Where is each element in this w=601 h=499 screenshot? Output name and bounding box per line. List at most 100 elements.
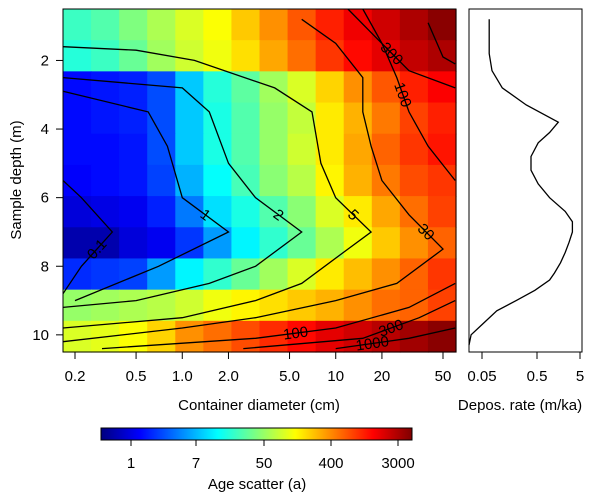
heatmap-cell [315, 71, 345, 104]
heatmap-cell [231, 133, 261, 166]
heatmap-cell [147, 320, 176, 353]
heatmap-cell [203, 258, 233, 291]
heatmap-cell [343, 40, 373, 72]
heatmap-cell [231, 102, 261, 135]
heatmap-cell [147, 258, 176, 291]
heatmap-cell [63, 164, 92, 197]
heatmap-cell [371, 227, 401, 260]
heatmap-cell [91, 164, 120, 197]
heatmap-cell [399, 289, 429, 322]
heatmap-cell [175, 40, 204, 72]
heatmap-cell [91, 71, 120, 104]
deposition-x-label: Depos. rate (m/ka) [458, 397, 582, 414]
heatmap-cell [259, 40, 289, 72]
heatmap-cell [175, 196, 204, 228]
heatmap-cell [147, 196, 176, 228]
deposition-x-tick-label: 0.05 [467, 368, 496, 385]
contour-line [243, 300, 456, 350]
colorbar-ticks: 1 7 50 400 3000 [127, 440, 415, 472]
heatmap-cell [315, 40, 345, 72]
heatmap-cell [203, 71, 233, 104]
heatmap-cell [63, 133, 92, 166]
heatmap-cell [203, 196, 233, 228]
x-tick-label: 1.0 [172, 368, 193, 385]
heatmap-cell [371, 133, 401, 166]
heatmap-cell [315, 102, 345, 135]
heatmap-cell [147, 227, 176, 260]
x-tick-label: 20 [374, 368, 391, 385]
heatmap-cell [175, 164, 204, 197]
heatmap-cell [63, 196, 92, 228]
heatmap-cell [91, 40, 120, 72]
heatmap-cell [203, 320, 233, 353]
heatmap-cell [315, 289, 345, 322]
heatmap-cell [231, 227, 261, 260]
heatmap-cell [119, 164, 148, 197]
deposition-x-ticks: 0.05 0.5 5 [467, 352, 584, 385]
x-tick-label: 5.0 [279, 368, 300, 385]
heatmap-cell [91, 196, 120, 228]
y-axis-label: Sample depth (m) [8, 120, 25, 239]
heatmap-cell [259, 227, 289, 260]
heatmap-cell [91, 9, 120, 41]
colorbar-tick-label: 400 [318, 455, 343, 472]
heatmap-cell [287, 102, 317, 135]
colorbar: 1 7 50 400 3000 Age scatter (a) [100, 427, 415, 493]
heatmap-cell [175, 227, 204, 260]
x-axis-ticks: 0.2 0.5 1.0 2.0 5.0 10 20 50 [65, 352, 452, 385]
heatmap-cell [175, 9, 204, 41]
heatmap-cell [315, 164, 345, 197]
heatmap-cell [427, 227, 457, 260]
heatmap-cell [427, 9, 457, 41]
y-axis-ticks: 2 4 6 8 10 [32, 52, 63, 344]
heatmap-cell [287, 71, 317, 104]
heatmap-cell [63, 40, 92, 72]
heatmap-cell [119, 227, 148, 260]
colorbar-tick-label: 3000 [381, 455, 414, 472]
colorbar-tick-label: 1 [127, 455, 135, 472]
heatmap-cell [175, 133, 204, 166]
heatmap-cell [315, 9, 345, 41]
heatmap-cell [175, 102, 204, 135]
heatmap-cell [343, 133, 373, 166]
heatmap-cell [287, 40, 317, 72]
heatmap-cell [399, 227, 429, 260]
heatmap-cell [287, 133, 317, 166]
heatmap-cell [63, 9, 92, 41]
heatmap-cell [427, 196, 457, 228]
colorbar-label: Age scatter (a) [208, 476, 306, 493]
heatmap-cell [315, 320, 345, 353]
heatmap-cell [203, 9, 233, 41]
deposition-panel: 0.05 0.5 5 Depos. rate (m/ka) [458, 8, 584, 414]
y-tick-label: 4 [41, 121, 49, 138]
heatmap-cell [147, 9, 176, 41]
x-tick-label: 50 [435, 368, 452, 385]
heatmap-cell [231, 71, 261, 104]
heatmap-cell [203, 40, 233, 72]
heatmap-frame [62, 8, 457, 353]
x-tick-label: 0.2 [65, 368, 86, 385]
heatmap-cell [259, 102, 289, 135]
heatmap-cell [63, 71, 92, 104]
heatmap-cell [203, 289, 233, 322]
heatmap-cell [203, 102, 233, 135]
heatmap-cell [399, 9, 429, 41]
heatmap-cell [63, 227, 92, 260]
deposition-rate-line [468, 19, 574, 346]
heatmap-cell [371, 102, 401, 135]
heatmap-cell [231, 40, 261, 72]
heatmap-cell [119, 320, 148, 353]
heatmap-cell [343, 164, 373, 197]
heatmap-cell [343, 258, 373, 291]
heatmap-cell [231, 258, 261, 291]
heatmap-cell [371, 258, 401, 291]
heatmap-cell [259, 9, 289, 41]
heatmap-cell [91, 102, 120, 135]
heatmap-cell [287, 320, 317, 353]
heatmap-cell [399, 164, 429, 197]
contour-line [335, 327, 456, 350]
heatmap-cell [119, 40, 148, 72]
